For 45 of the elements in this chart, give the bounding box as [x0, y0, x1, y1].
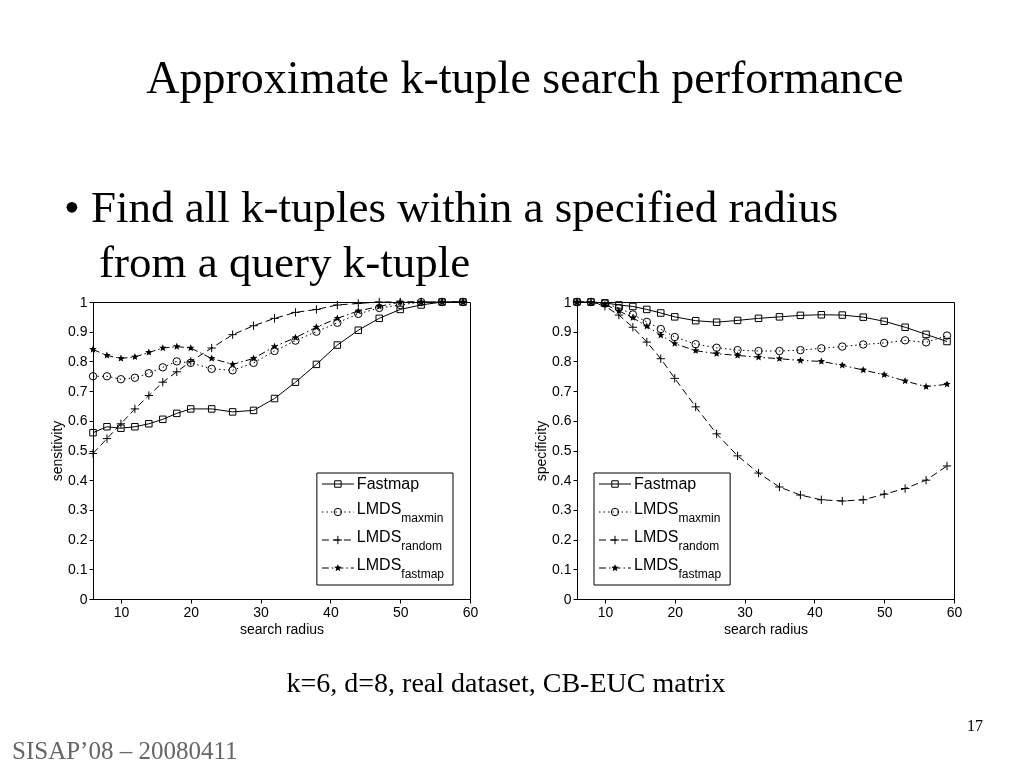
text: SISAP’08 – 20080411 [12, 737, 238, 764]
y-tick-label: 0.4 [68, 471, 88, 488]
y-tick-label: 1 [563, 293, 572, 310]
y-tick-label: 0.9 [68, 323, 88, 340]
y-tick-label: 0.6 [552, 412, 572, 429]
y-tick-label: 0.3 [68, 501, 88, 518]
text: 17 [967, 717, 983, 734]
y-axis-title: sensitivity [49, 420, 66, 482]
x-tick-label: 30 [737, 603, 754, 620]
y-tick-label: 0.5 [552, 442, 572, 458]
x-tick-label: 60 [462, 603, 479, 620]
y-tick-label: 0.1 [68, 560, 88, 577]
text: k=6, d=8, real dataset, CB-EUC matrix [286, 667, 726, 698]
x-tick-label: 50 [392, 603, 409, 620]
y-tick-label: 0.5 [68, 442, 88, 458]
y-tick-label: 0 [563, 590, 572, 607]
legend-label: Fastmap [634, 475, 697, 492]
y-axis-title: specificity [533, 420, 550, 482]
y-tick-label: 0.6 [68, 412, 88, 429]
x-tick-label: 40 [323, 603, 339, 620]
x-axis-title: search radius [723, 620, 809, 637]
x-tick-label: 10 [113, 603, 130, 620]
y-tick-label: 0.8 [552, 352, 572, 369]
y-tick-label: 0.2 [68, 531, 88, 548]
chart-subtitle: • Find all k-tuples within a specified radius from a query k-tuple [64, 182, 839, 287]
x-tick-label: 20 [667, 603, 684, 620]
x-tick-label: 30 [253, 603, 270, 620]
x-tick-label: 20 [183, 603, 200, 620]
x-tick-label: 40 [807, 603, 823, 620]
legend-label: Fastmap [356, 475, 420, 492]
y-tick-label: 0.9 [552, 323, 572, 340]
x-tick-label: 10 [597, 603, 614, 620]
y-tick-label: 0.4 [552, 471, 572, 488]
y-tick-label: 0.7 [68, 382, 88, 399]
y-tick-label: 0.1 [552, 560, 572, 577]
y-tick-label: 0.3 [552, 501, 572, 518]
x-tick-label: 60 [946, 603, 963, 620]
y-tick-label: 0.8 [68, 352, 88, 369]
chart-title: Approximate k-tuple search performance [146, 52, 904, 103]
x-tick-label: 50 [876, 603, 893, 620]
y-tick-label: 0.7 [552, 382, 572, 399]
y-tick-label: 0 [79, 590, 88, 607]
x-axis-title: search radius [239, 620, 325, 637]
y-tick-label: 0.2 [552, 531, 572, 548]
y-tick-label: 1 [79, 293, 88, 310]
